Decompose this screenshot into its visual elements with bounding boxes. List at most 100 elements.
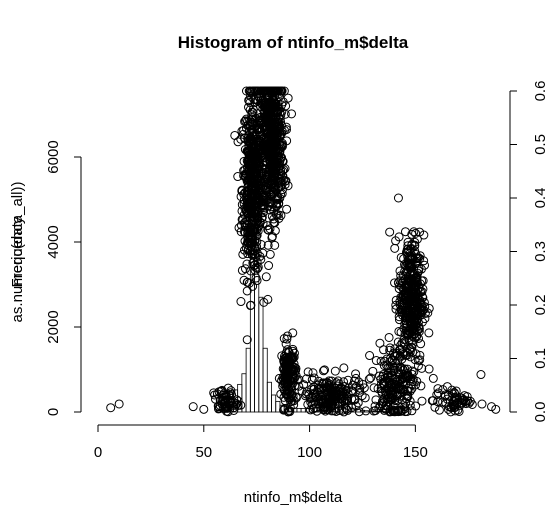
scatter-point xyxy=(263,294,273,304)
scatter-point xyxy=(319,366,329,376)
scatter-point xyxy=(281,382,291,392)
scatter-point xyxy=(252,225,262,235)
scatter-point xyxy=(269,187,279,197)
scatter-point xyxy=(252,159,262,169)
scatter-point xyxy=(233,172,243,182)
scatter-point xyxy=(274,198,284,208)
scatter-point xyxy=(258,248,268,258)
scatter-point xyxy=(280,176,290,186)
scatter-point xyxy=(327,376,337,386)
scatter-point xyxy=(442,382,452,392)
scatter-point xyxy=(269,129,279,139)
scatter-point xyxy=(392,391,402,401)
scatter-point xyxy=(242,202,252,212)
scatter-point xyxy=(255,101,265,111)
scatter-point xyxy=(341,395,351,405)
scatter-point xyxy=(408,299,418,309)
scatter-point xyxy=(397,282,407,292)
scatter-point xyxy=(428,373,438,383)
scatter-point xyxy=(278,171,288,181)
scatter-point xyxy=(430,402,440,412)
scatter-point xyxy=(277,141,287,151)
scatter-point xyxy=(434,405,444,415)
scatter-point xyxy=(254,123,264,133)
scatter-point xyxy=(428,396,438,406)
scatter-point xyxy=(243,133,253,143)
scatter-point xyxy=(320,365,330,375)
scatter-point xyxy=(360,393,370,403)
scatter-point xyxy=(308,393,318,403)
scatter-point xyxy=(407,379,417,389)
scatter-point xyxy=(407,240,417,250)
scatter-point xyxy=(322,387,332,397)
y2-tick-label: 0.6 xyxy=(532,81,547,102)
scatter-point xyxy=(460,397,470,407)
scatter-point xyxy=(407,229,417,239)
scatter-point xyxy=(413,253,423,263)
scatter-point xyxy=(305,405,315,415)
x-tick-label: 0 xyxy=(94,444,102,461)
scatter-point xyxy=(260,174,270,184)
scatter-point xyxy=(433,384,443,394)
scatter-point xyxy=(388,361,398,371)
scatter-point xyxy=(371,356,381,366)
scatter-point xyxy=(282,367,292,377)
y-tick-label: 4000 xyxy=(45,225,62,258)
scatter-point xyxy=(263,240,273,250)
scatter-point xyxy=(280,379,290,389)
scatter-point xyxy=(403,265,413,275)
y-axis-label-frequency: Frequency xyxy=(9,216,26,287)
scatter-point xyxy=(424,328,434,338)
scatter-point xyxy=(268,157,278,167)
scatter-point xyxy=(285,407,295,417)
scatter-point xyxy=(258,219,268,229)
scatter-point xyxy=(351,369,361,379)
scatter-point xyxy=(322,378,332,388)
scatter-point xyxy=(260,125,270,135)
scatter-point xyxy=(393,193,403,203)
histogram-bar xyxy=(266,381,272,413)
axes: 0 50 100 150 0 2000 4000 6000 0.0 0.1 0.2 0.3 0.4 0.5… xyxy=(45,81,547,461)
scatter-point xyxy=(210,394,220,404)
scatter-point xyxy=(339,363,349,373)
scatter-point xyxy=(451,394,461,404)
scatter-point xyxy=(247,177,257,187)
scatter-point xyxy=(253,163,263,173)
scatter-point xyxy=(339,377,349,387)
scatter-point xyxy=(243,190,253,200)
scatter-point xyxy=(314,376,324,386)
y2-tick-label: 0.2 xyxy=(532,295,547,316)
scatter-point xyxy=(257,114,267,124)
scatter-point xyxy=(289,396,299,406)
y2-tick-label: 0.1 xyxy=(532,348,547,369)
scatter-point xyxy=(419,230,429,240)
scatter-point xyxy=(379,379,389,389)
scatter-point xyxy=(233,400,243,410)
scatter-point xyxy=(302,374,312,384)
scatter-point xyxy=(332,390,342,400)
scatter-point xyxy=(477,399,487,409)
scatter-point xyxy=(476,370,486,380)
scatter-point xyxy=(369,406,379,416)
scatter-point xyxy=(236,192,246,202)
scatter-point xyxy=(400,305,410,315)
scatter-point xyxy=(417,300,427,310)
scatter-point xyxy=(262,142,272,152)
scatter-point xyxy=(236,227,246,237)
y2-tick-label: 0.3 xyxy=(532,241,547,262)
scatter-point xyxy=(281,101,291,111)
scatter-point xyxy=(250,261,260,271)
y2-tick-label: 0.4 xyxy=(532,188,547,209)
scatter-point xyxy=(403,289,413,299)
scatter-point xyxy=(341,385,351,395)
scatter-point xyxy=(250,265,260,275)
scatter-point xyxy=(416,381,426,391)
scatter-point xyxy=(264,140,274,150)
scatter-point xyxy=(330,366,340,376)
scatter-point xyxy=(255,251,265,261)
scatter-point xyxy=(247,245,257,255)
scatter-point xyxy=(459,391,469,401)
scatter-point xyxy=(440,390,450,400)
scatter-point xyxy=(237,265,247,275)
scatter-point xyxy=(261,167,271,177)
